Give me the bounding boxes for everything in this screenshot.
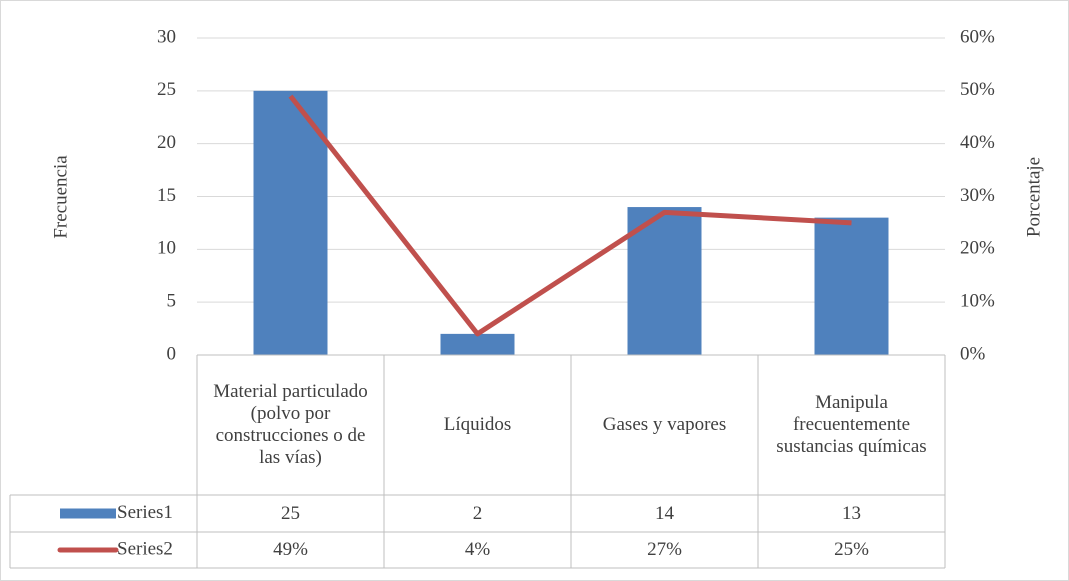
legend-label: Series2	[117, 538, 173, 559]
category-label: Material particulado (polvo por construc…	[213, 381, 368, 468]
legend-key	[60, 508, 116, 519]
category-label: Líquidos	[443, 414, 512, 435]
bar	[253, 90, 328, 355]
y-tick-label: 25	[157, 79, 176, 100]
table-value: 25	[281, 502, 300, 524]
category-label: Gases y vapores	[602, 414, 727, 435]
y-tick-label: 20	[157, 132, 176, 153]
y2-tick-label: 30%	[960, 185, 995, 206]
table-value: 4%	[464, 539, 491, 560]
table-value: 13	[842, 502, 861, 524]
category-label: Manipula frecuentemente sustancias quími…	[776, 392, 927, 457]
bar	[814, 217, 889, 355]
y-tick-label: 15	[157, 185, 176, 206]
y-tick-label: 0	[167, 343, 177, 364]
y-tick-label: 10	[157, 238, 176, 259]
table-value: 49%	[273, 539, 308, 560]
y-axis-title: Frecuencia	[50, 155, 71, 239]
y-tick-label: 30	[157, 26, 176, 47]
y2-tick-label: 40%	[960, 132, 995, 153]
y2-tick-label: 0%	[960, 343, 986, 364]
y2-tick-label: 10%	[960, 291, 995, 312]
y2-tick-label: 20%	[960, 238, 995, 259]
y2-axis-title: Porcentaje	[1023, 157, 1044, 237]
table-value: 27%	[647, 539, 682, 560]
y2-tick-label: 60%	[960, 26, 995, 47]
bar	[440, 333, 515, 355]
table-value: 14	[655, 502, 674, 524]
y2-tick-label: 50%	[960, 79, 995, 100]
table-value: 25%	[834, 539, 869, 560]
y-tick-label: 5	[167, 291, 177, 312]
line	[288, 94, 852, 337]
bar	[627, 207, 702, 355]
legend-label: Series1	[117, 502, 173, 523]
table-value: 2	[472, 502, 483, 524]
